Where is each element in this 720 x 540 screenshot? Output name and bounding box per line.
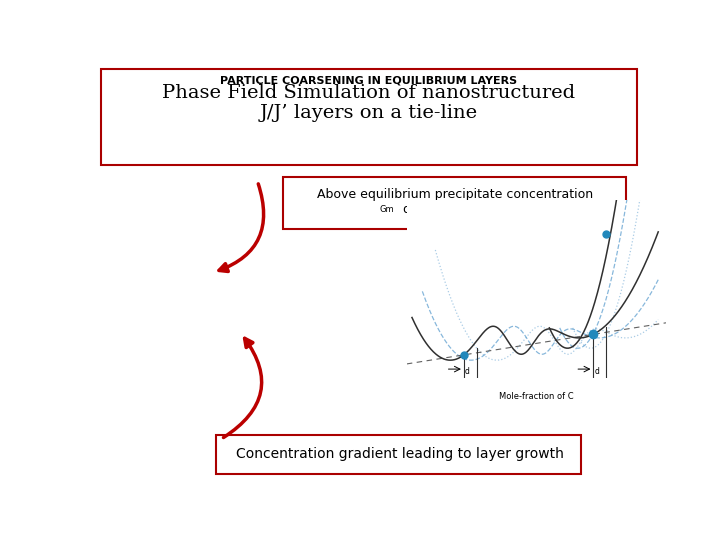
- Text: Phase Field Simulation of nanostructured
J/J’ layers on a tie-line: Phase Field Simulation of nanostructured…: [163, 84, 575, 123]
- Text: PARTICLE COARSENING IN EQUILIBRIUM LAYERS: PARTICLE COARSENING IN EQUILIBRIUM LAYER…: [220, 75, 518, 85]
- FancyBboxPatch shape: [215, 435, 581, 474]
- Text: Above equilibrium precipitate concentration
due to capillarity: Above equilibrium precipitate concentrat…: [318, 188, 593, 217]
- FancyBboxPatch shape: [101, 69, 637, 165]
- Text: Mole-fraction of C: Mole-fraction of C: [499, 393, 574, 401]
- FancyArrowPatch shape: [219, 184, 264, 272]
- Text: Gm: Gm: [379, 205, 394, 214]
- FancyArrowPatch shape: [223, 339, 261, 437]
- Text: Concentration gradient leading to layer growth: Concentration gradient leading to layer …: [235, 448, 564, 461]
- Text: d: d: [595, 367, 600, 376]
- Text: d: d: [465, 367, 470, 376]
- FancyBboxPatch shape: [282, 177, 626, 229]
